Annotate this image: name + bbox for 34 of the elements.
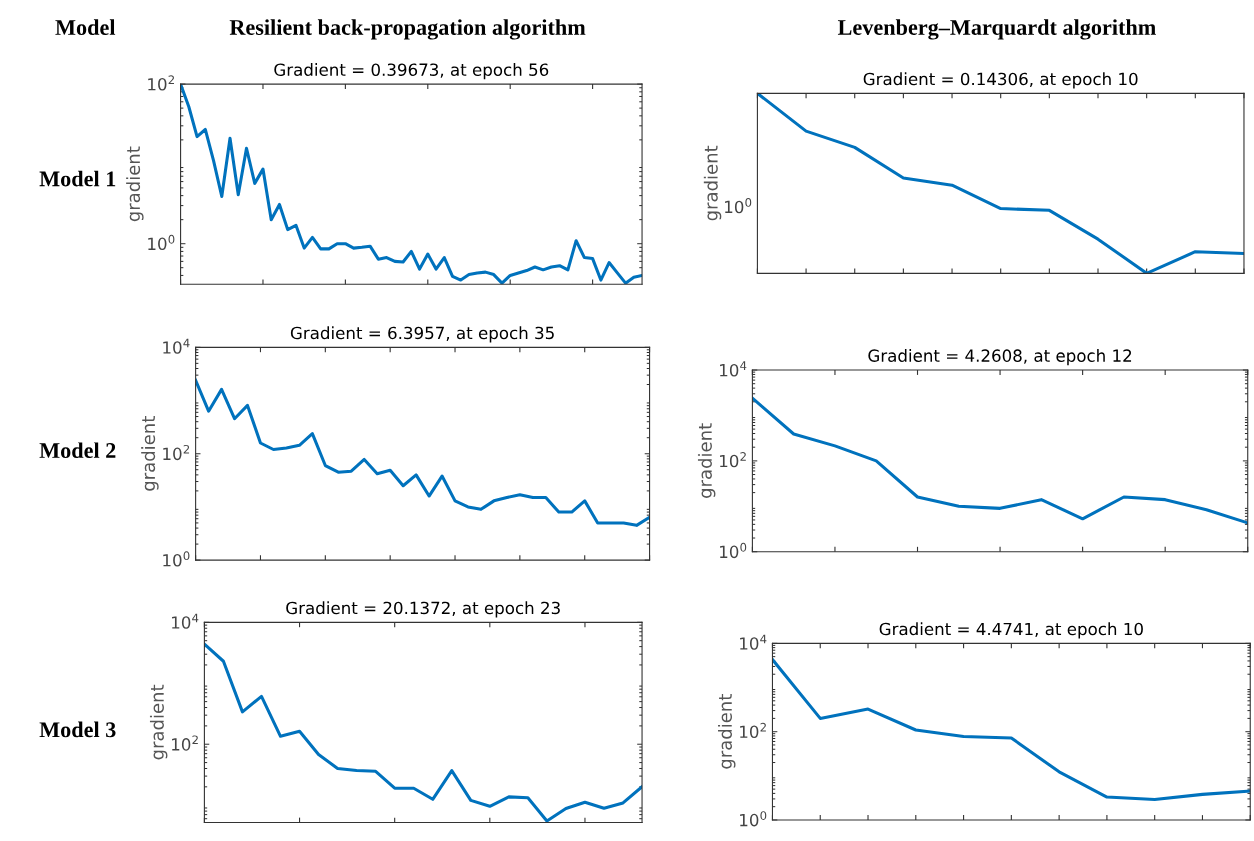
y-tick-label: 10$^{4}$ [720, 361, 747, 377]
chart-title: Gradient = 6.3957, at epoch 35 [290, 326, 554, 343]
y-tick-label: 10$^{2}$ [148, 75, 174, 91]
text: Model 2 [39, 442, 116, 459]
chart-title: Gradient = 0.39673, at epoch 56 [274, 63, 549, 80]
y-tick-label: 10$^{0}$ [720, 542, 747, 559]
y-axis-title: gradient [697, 423, 716, 498]
chart-title: Gradient = 20.1372, at epoch 23 [286, 601, 560, 618]
chart-title: Gradient = 0.14306, at epoch 10 [863, 72, 1138, 89]
text: Model 3 [39, 721, 116, 738]
y-tick-label: 10$^{2}$ [740, 722, 766, 739]
line-series [752, 396, 1248, 525]
text: Model 1 [39, 170, 116, 187]
text: Resilient back-propagation algorithm [229, 19, 586, 40]
y-axis-title: gradient [703, 145, 722, 221]
y-axis-title: gradient [141, 416, 159, 491]
text: Levenberg–Marquardt algorithm [837, 19, 1156, 40]
y-axis-title: gradient [126, 146, 144, 222]
text: Model [55, 19, 116, 35]
line-series [180, 84, 643, 285]
chart-title: Gradient = 4.4741, at epoch 10 [879, 622, 1143, 639]
y-tick-label: 10$^{4}$ [172, 613, 199, 629]
y-tick-label: 10$^{4}$ [740, 634, 767, 650]
y-tick-label: 10$^{2}$ [163, 444, 190, 461]
line-series [195, 378, 650, 527]
y-axis-title: gradient [718, 694, 736, 769]
y-tick-label: 10$^{0}$ [740, 811, 767, 827]
y-tick-label: 10$^{2}$ [720, 452, 746, 468]
y-tick-label: 10$^{2}$ [172, 735, 198, 751]
line-series [772, 658, 1251, 802]
chart-title: Gradient = 4.2608, at epoch 12 [868, 349, 1132, 366]
y-tick-label: 10$^{0}$ [163, 551, 190, 567]
y-axis-title: gradient [149, 684, 168, 760]
y-tick-label: 10$^{4}$ [163, 338, 190, 354]
